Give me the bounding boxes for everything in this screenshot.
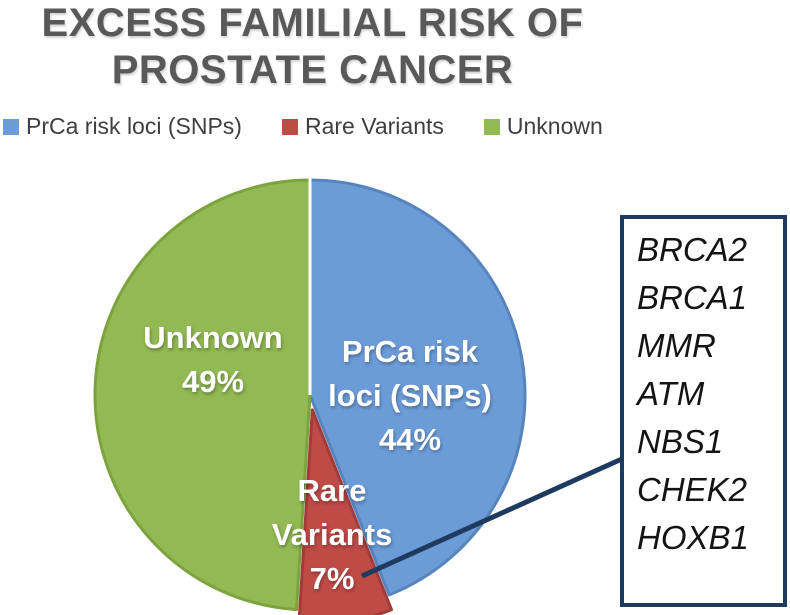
legend-swatch-red-icon: [281, 118, 298, 135]
gene-name: ATM: [637, 375, 705, 412]
chart-title-line-1: EXCESS FAMILIAL RISK OF: [41, 1, 584, 45]
pie-slice-rare-variants: [297, 408, 393, 615]
callout-line: [360, 455, 626, 579]
legend-item-rare-variants: Rare Variants: [281, 113, 444, 140]
gene-name: CHEK2: [637, 471, 748, 508]
pie-slice-prca-risk-loci-snps: [308, 178, 527, 597]
gene-annotation-box: BRCA2 BRCA1 MMR ATM NBS1 CHEK2 HOXB1: [620, 215, 787, 607]
gene-name: NBS1: [637, 423, 724, 460]
chart-title: EXCESS FAMILIAL RISK OF PROSTATE CANCER: [0, 0, 625, 94]
legend-label-rare-variants: Rare Variants: [304, 113, 444, 139]
legend-item-prca-risk-loci: PrCa risk loci (SNPs): [3, 113, 242, 140]
legend-swatch-green-icon: [483, 118, 500, 135]
legend-label-prca-risk-loci: PrCa risk loci (SNPs): [26, 113, 242, 139]
chart-title-line-2: PROSTATE CANCER: [111, 48, 514, 92]
gene-name: BRCA1: [637, 279, 748, 316]
legend-item-unknown: Unknown: [483, 113, 603, 140]
pie-slice-unknown: [93, 178, 312, 612]
legend-label-unknown: Unknown: [506, 113, 603, 139]
gene-name: HOXB1: [637, 519, 749, 556]
gene-name: BRCA2: [637, 231, 748, 268]
chart-legend: PrCa risk loci (SNPs) Rare Variants Unkn…: [3, 113, 603, 140]
gene-name: MMR: [637, 327, 716, 364]
legend-swatch-blue-icon: [3, 118, 19, 135]
